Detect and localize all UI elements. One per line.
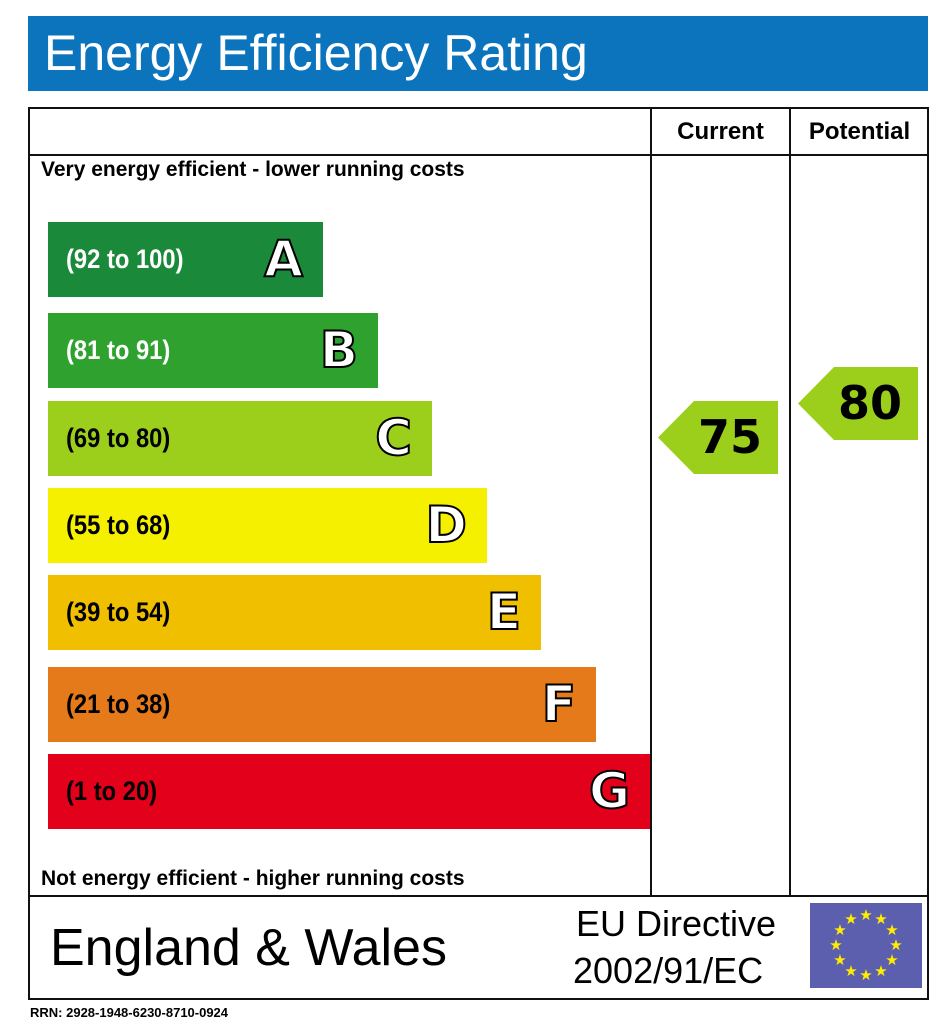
band-range: (1 to 20) [66, 776, 158, 806]
top-note: Very energy efficient - lower running co… [41, 158, 465, 181]
band-letter: E [486, 582, 522, 642]
band-c: (69 to 80) C [48, 401, 432, 476]
star-icon: ★ [859, 907, 872, 924]
directive-number: 2002/91/EC [573, 950, 764, 991]
star-icon: ★ [885, 952, 898, 969]
band-d: (55 to 68) D [48, 488, 487, 563]
band-b: (81 to 91) B [48, 313, 378, 388]
star-icon: ★ [885, 922, 898, 939]
band-f: (21 to 38) F [48, 667, 596, 742]
star-icon: ★ [833, 922, 846, 939]
star-icon: ★ [833, 952, 846, 969]
eu-flag-icon: ★ ★ ★ ★ ★ ★ ★ ★ ★ ★ ★ ★ [810, 903, 922, 988]
band-letter: C [374, 408, 413, 468]
footer-divider [28, 895, 928, 897]
current-rating-value: 75 [697, 410, 762, 464]
band-a: (92 to 100) A [48, 222, 323, 297]
band-g: (1 to 20) G [48, 754, 650, 829]
potential-rating-arrow: 80 [798, 367, 918, 440]
star-icon: ★ [844, 963, 857, 980]
star-icon: ★ [874, 911, 887, 928]
band-letter: D [424, 495, 467, 555]
band-range: (39 to 54) [66, 597, 171, 627]
band-letter: A [263, 229, 304, 289]
directive-label: EU Directive [576, 903, 777, 944]
header-divider [28, 154, 928, 156]
band-range: (69 to 80) [66, 423, 171, 453]
column-divider [650, 107, 652, 896]
band-e: (39 to 54) E [48, 575, 541, 650]
star-icon: ★ [889, 937, 902, 954]
rrn-number: RRN: 2928-1948-6230-8710-0924 [30, 1005, 229, 1020]
band-letter: G [588, 761, 631, 821]
band-range: (81 to 91) [66, 335, 171, 365]
potential-header: Potential [808, 118, 911, 145]
band-range: (92 to 100) [66, 244, 184, 274]
potential-rating-value: 80 [837, 376, 902, 430]
star-icon: ★ [859, 967, 872, 984]
star-icon: ★ [874, 963, 887, 980]
current-header: Current [677, 118, 764, 145]
band-range: (55 to 68) [66, 510, 171, 540]
band-letter: F [541, 674, 577, 734]
star-icon: ★ [844, 911, 857, 928]
band-range: (21 to 38) [66, 689, 171, 719]
rating-frame [28, 107, 929, 1000]
bottom-note: Not energy efficient - higher running co… [41, 867, 465, 890]
column-divider [789, 107, 791, 896]
band-letter: B [319, 320, 359, 380]
star-icon: ★ [829, 937, 842, 954]
chart-title: Energy Efficiency Rating [28, 16, 928, 91]
region-label: England & Wales [50, 919, 447, 977]
